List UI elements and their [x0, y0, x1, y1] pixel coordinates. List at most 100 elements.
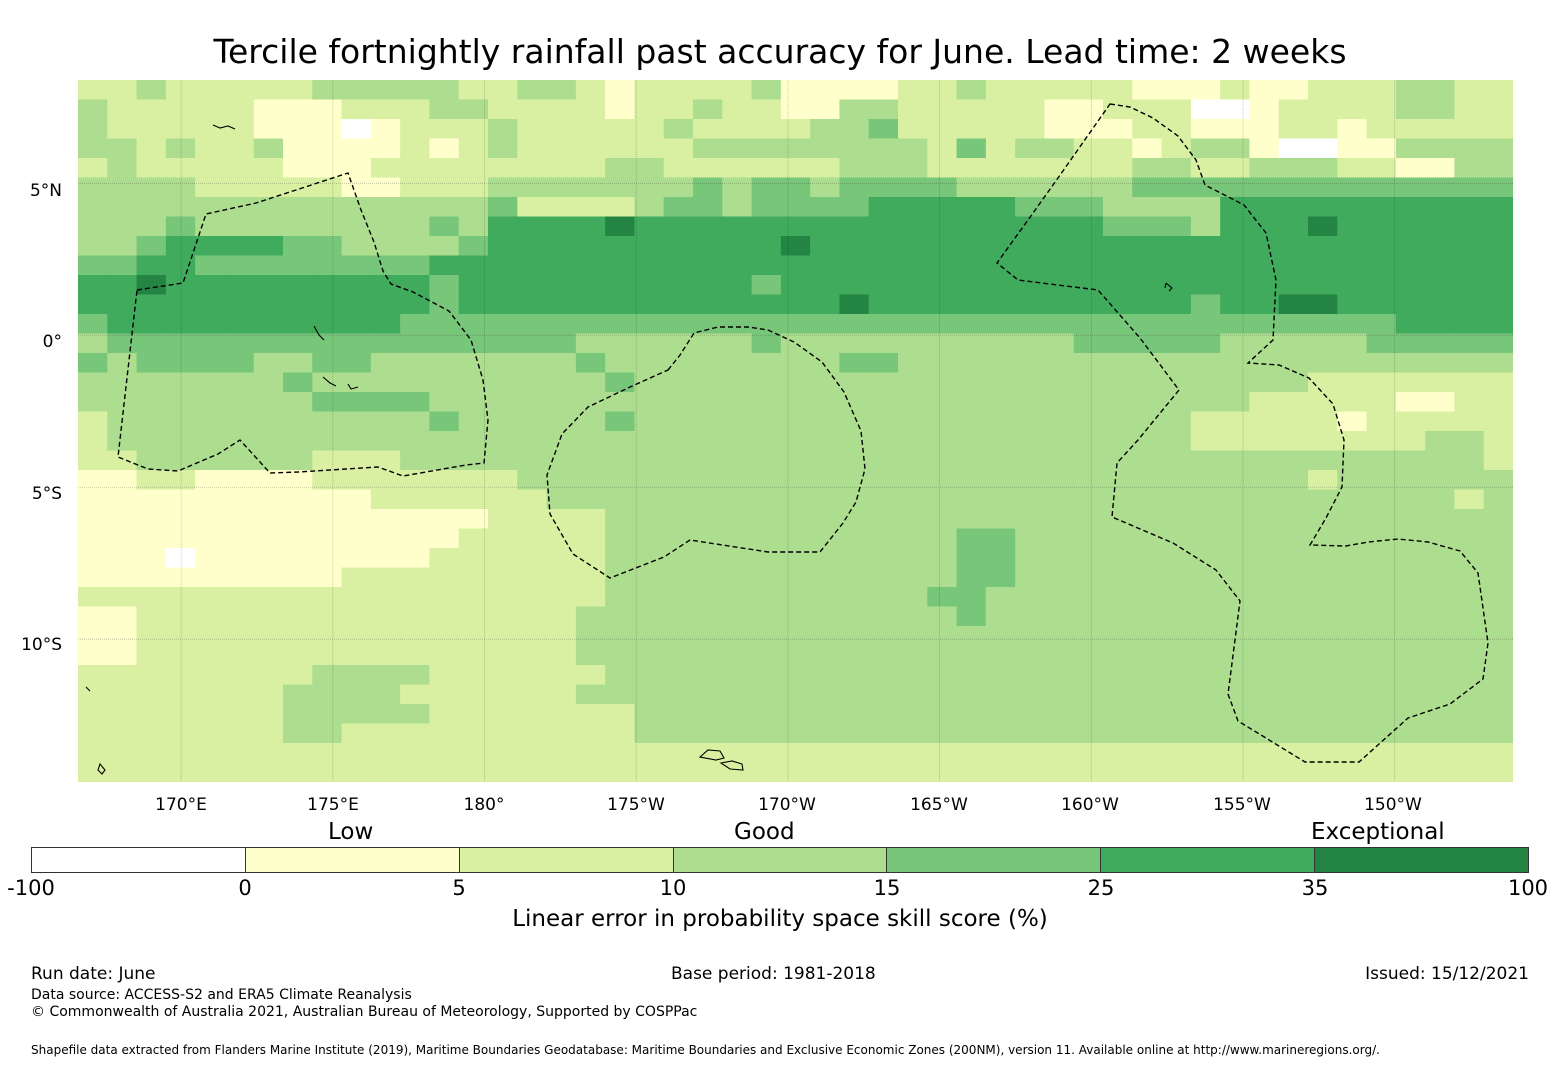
skill-cell	[575, 197, 606, 218]
skill-cell	[253, 138, 284, 159]
skill-cell	[605, 216, 636, 237]
lat-label-5s: 5°S	[31, 484, 62, 504]
skill-cell	[1190, 489, 1221, 510]
skill-cell	[165, 177, 196, 198]
skill-cell	[1161, 489, 1192, 510]
skill-cell	[1161, 275, 1192, 296]
skill-cell	[488, 431, 518, 452]
skill-cell	[517, 489, 548, 510]
skill-cell	[1395, 236, 1426, 257]
skill-cell	[868, 704, 899, 725]
skill-cell	[1249, 626, 1280, 647]
category-label-low: Low	[328, 819, 374, 845]
skill-cell	[1044, 158, 1075, 179]
skill-cell	[956, 606, 987, 627]
skill-cell	[839, 684, 870, 705]
skill-cell	[693, 450, 723, 471]
skill-cell	[1190, 587, 1221, 608]
skill-cell	[663, 704, 694, 725]
skill-cell	[1425, 158, 1456, 179]
skill-cell	[312, 197, 343, 218]
skill-cell	[1425, 450, 1456, 471]
skill-cell	[107, 645, 138, 666]
skill-cell	[488, 704, 518, 725]
skill-cell	[341, 99, 372, 120]
skill-cell	[1073, 80, 1104, 101]
skill-cell	[1161, 567, 1192, 588]
skill-cell	[546, 587, 577, 608]
skill-cell	[224, 333, 255, 354]
skill-cell	[663, 587, 694, 608]
skill-cell	[1278, 606, 1309, 627]
skill-cell	[370, 158, 401, 179]
skill-cell	[224, 684, 255, 705]
skill-cell	[1337, 275, 1368, 296]
skill-cell	[1337, 567, 1368, 588]
issued-date: Issued: 15/12/2021	[1365, 964, 1529, 984]
skill-cell	[107, 372, 138, 393]
skill-cell	[253, 392, 284, 413]
skill-cell	[429, 138, 460, 159]
skill-cell	[488, 314, 518, 335]
skill-cell	[1395, 606, 1426, 627]
skill-cell	[605, 528, 636, 549]
skill-cell	[165, 509, 196, 530]
skill-cell	[136, 665, 167, 686]
skill-cell	[1190, 99, 1221, 120]
skill-cell	[107, 450, 138, 471]
skill-cell	[810, 255, 841, 276]
skill-cell	[1366, 158, 1397, 179]
skill-field-grid	[78, 80, 1513, 782]
skill-cell	[458, 177, 489, 198]
skill-cell	[634, 704, 665, 725]
skill-cell	[1366, 197, 1397, 218]
skill-cell	[1454, 528, 1485, 549]
skill-cell	[312, 470, 343, 491]
skill-cell	[985, 314, 1016, 335]
skill-cell	[722, 372, 753, 393]
skill-cell	[1483, 80, 1513, 101]
skill-cell	[1103, 626, 1133, 647]
skill-cell	[1278, 216, 1309, 237]
skill-cell	[546, 177, 577, 198]
skill-cell	[927, 431, 958, 452]
skill-cell	[458, 665, 489, 686]
skill-cell	[341, 177, 372, 198]
skill-cell	[1103, 450, 1133, 471]
skill-cell	[341, 684, 372, 705]
skill-cell	[341, 587, 372, 608]
skill-cell	[1337, 99, 1368, 120]
skill-cell	[107, 255, 138, 276]
skill-cell	[985, 509, 1016, 530]
skill-cell	[283, 450, 313, 471]
skill-cell	[341, 197, 372, 218]
skill-cell	[195, 119, 226, 140]
colorbar-segment	[1101, 848, 1316, 872]
skill-cell	[1454, 236, 1485, 257]
skill-cell	[663, 294, 694, 315]
skill-cell	[488, 645, 518, 666]
skill-cell	[868, 626, 899, 647]
skill-cell	[575, 626, 606, 647]
skill-cell	[312, 528, 343, 549]
skill-cell	[839, 704, 870, 725]
skill-cell	[1483, 548, 1513, 569]
skill-cell	[1366, 704, 1397, 725]
skill-cell	[283, 606, 313, 627]
skill-cell	[1044, 743, 1075, 764]
skill-cell	[224, 704, 255, 725]
skill-cell	[370, 80, 401, 101]
skill-cell	[253, 333, 284, 354]
skill-cell	[136, 314, 167, 335]
skill-cell	[224, 392, 255, 413]
skill-cell	[1044, 197, 1075, 218]
skill-cell	[429, 119, 460, 140]
skill-cell	[839, 626, 870, 647]
skill-cell	[780, 470, 811, 491]
skill-cell	[136, 372, 167, 393]
skill-cell	[283, 177, 313, 198]
skill-cell	[1425, 509, 1456, 530]
skill-cell	[1161, 177, 1192, 198]
skill-cell	[1425, 255, 1456, 276]
skill-cell	[1132, 411, 1163, 432]
